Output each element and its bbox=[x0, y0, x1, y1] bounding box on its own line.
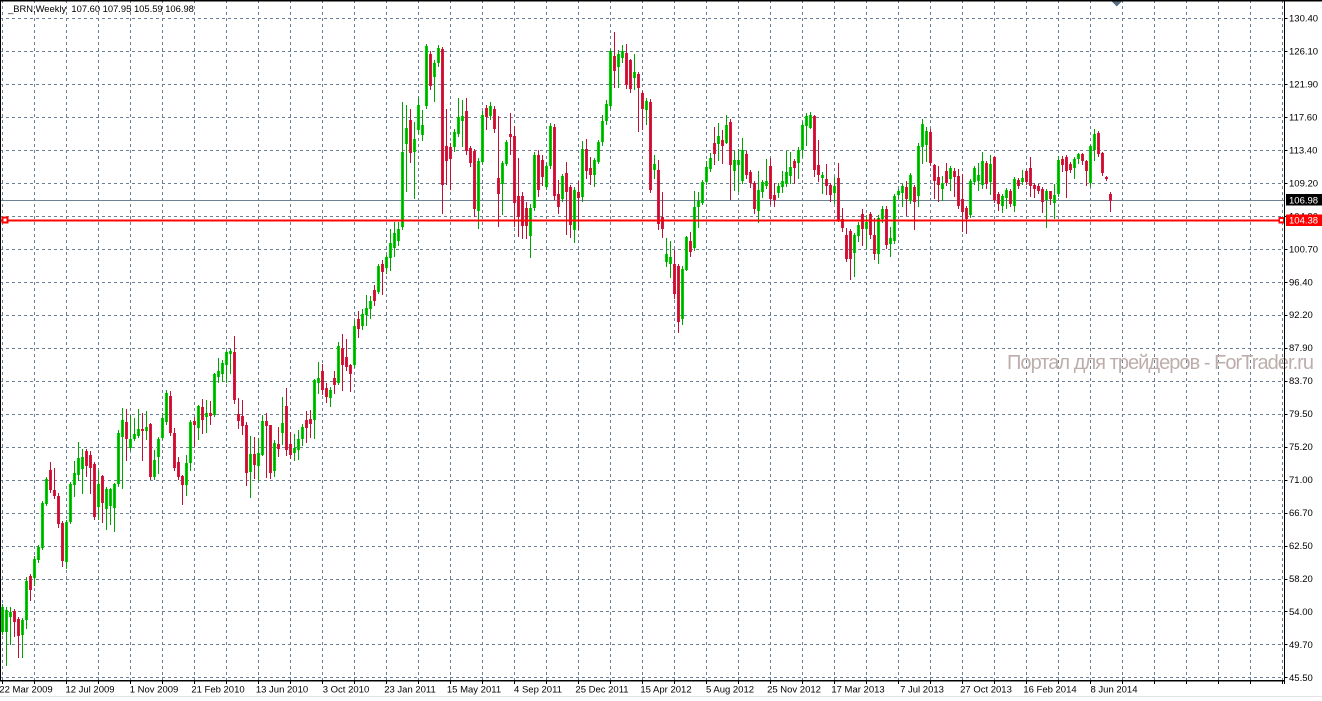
svg-text:15 May 2011: 15 May 2011 bbox=[447, 685, 501, 696]
svg-text:25 Nov 2012: 25 Nov 2012 bbox=[767, 685, 821, 696]
svg-text:130.40: 130.40 bbox=[1289, 14, 1318, 25]
svg-text:Портал для трейдеров - ForTrad: Портал для трейдеров - ForTrader.ru bbox=[1007, 352, 1314, 374]
svg-text:15 Apr 2012: 15 Apr 2012 bbox=[640, 685, 691, 696]
svg-text:27 Oct 2013: 27 Oct 2013 bbox=[960, 685, 1012, 696]
svg-text:22 Mar 2009: 22 Mar 2009 bbox=[0, 685, 53, 696]
svg-text:17 Mar 2013: 17 Mar 2013 bbox=[831, 685, 884, 696]
svg-text:100.70: 100.70 bbox=[1289, 244, 1318, 255]
svg-text:13 Jun 2010: 13 Jun 2010 bbox=[256, 685, 308, 696]
svg-text:58.20: 58.20 bbox=[1289, 574, 1313, 585]
svg-text:7 Jul 2013: 7 Jul 2013 bbox=[900, 685, 944, 696]
svg-text:3 Oct 2010: 3 Oct 2010 bbox=[323, 685, 369, 696]
svg-text:23 Jan 2011: 23 Jan 2011 bbox=[384, 685, 436, 696]
svg-text:79.50: 79.50 bbox=[1289, 409, 1313, 420]
svg-text:62.50: 62.50 bbox=[1289, 541, 1313, 552]
svg-text:25 Dec 2011: 25 Dec 2011 bbox=[575, 685, 628, 696]
svg-text:96.40: 96.40 bbox=[1289, 277, 1313, 288]
svg-text:92.20: 92.20 bbox=[1289, 310, 1313, 321]
svg-text:54.00: 54.00 bbox=[1289, 607, 1313, 618]
svg-text:117.60: 117.60 bbox=[1289, 113, 1317, 124]
svg-text:87.90: 87.90 bbox=[1289, 343, 1313, 354]
svg-text:_BRN,Weekly 107.60 107.95 105: _BRN,Weekly 107.60 107.95 105.59 106.98 bbox=[7, 3, 194, 14]
svg-text:12 Jul 2009: 12 Jul 2009 bbox=[65, 685, 114, 696]
svg-text:109.20: 109.20 bbox=[1289, 178, 1318, 189]
svg-text:1 Nov 2009: 1 Nov 2009 bbox=[130, 685, 179, 696]
svg-text:5 Aug 2012: 5 Aug 2012 bbox=[706, 685, 754, 696]
svg-text:21 Feb 2010: 21 Feb 2010 bbox=[191, 685, 244, 696]
svg-text:75.20: 75.20 bbox=[1289, 442, 1313, 453]
svg-text:106.98: 106.98 bbox=[1289, 195, 1318, 206]
svg-text:104.38: 104.38 bbox=[1289, 216, 1318, 227]
svg-text:113.40: 113.40 bbox=[1289, 145, 1317, 156]
svg-text:49.70: 49.70 bbox=[1289, 640, 1313, 651]
svg-text:71.00: 71.00 bbox=[1289, 475, 1313, 486]
svg-text:4 Sep 2011: 4 Sep 2011 bbox=[514, 685, 562, 696]
svg-text:45.50: 45.50 bbox=[1289, 673, 1313, 684]
svg-text:121.90: 121.90 bbox=[1289, 80, 1318, 91]
svg-text:83.70: 83.70 bbox=[1289, 376, 1313, 387]
svg-text:66.70: 66.70 bbox=[1289, 508, 1313, 519]
svg-text:16 Feb 2014: 16 Feb 2014 bbox=[1023, 685, 1076, 696]
svg-text:8 Jun 2014: 8 Jun 2014 bbox=[1090, 685, 1137, 696]
svg-text:126.10: 126.10 bbox=[1289, 47, 1318, 58]
